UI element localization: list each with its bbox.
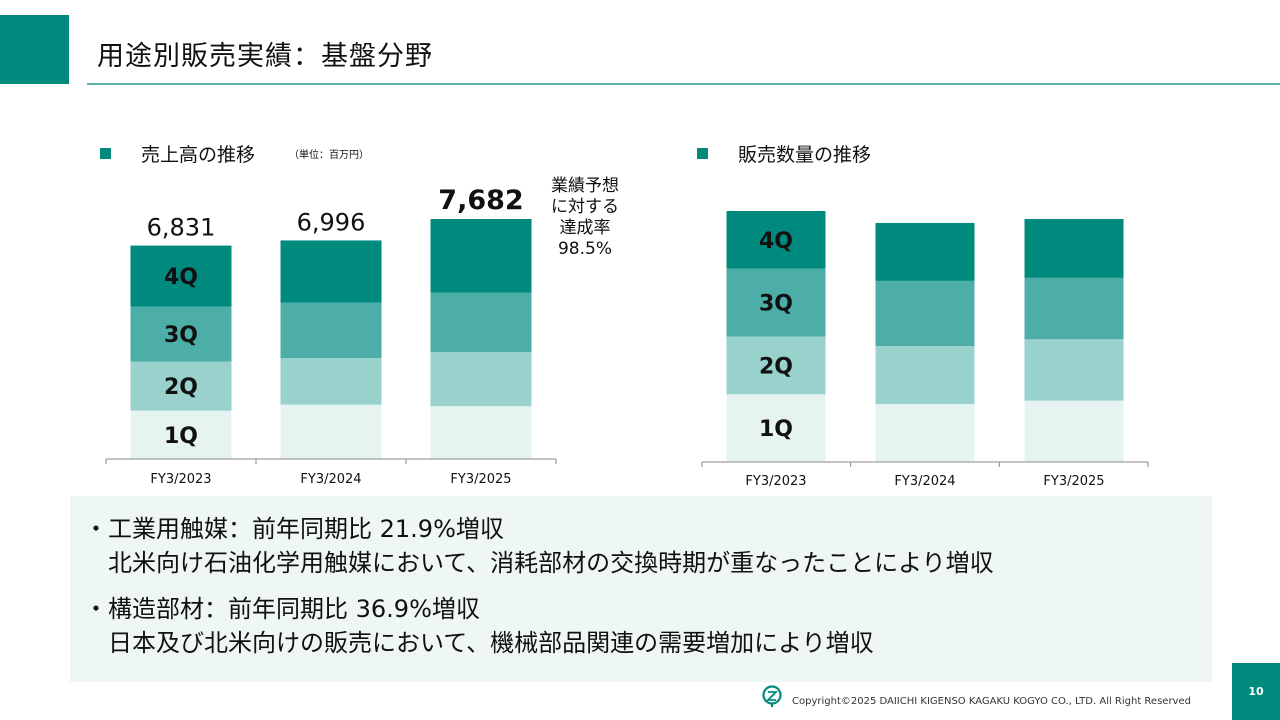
note-detail: 日本及び北米向けの販売において、機械部品関連の需要増加により増収 — [108, 629, 874, 657]
bar-segment — [875, 346, 975, 405]
sales-heading-text: 売上高の推移 — [141, 144, 256, 166]
bar-segment — [1024, 339, 1124, 401]
square-bullet-icon — [697, 148, 708, 159]
title-divider — [87, 83, 1280, 85]
segment-label: 4Q — [759, 229, 793, 254]
page-title: 用途別販売実績：基盤分野 — [97, 41, 433, 72]
segment-label: 1Q — [759, 417, 793, 442]
note-item: ・工業用触媒：前年同期比 21.9%増収 北米向け石油化学用触媒において、消耗部… — [84, 512, 994, 580]
square-bullet-icon — [100, 148, 111, 159]
forecast-line: 達成率 — [559, 218, 611, 238]
sales-section-heading: 売上高の推移 （単位：百万円） — [100, 140, 369, 167]
bar-segment — [280, 404, 382, 459]
bar-segment — [726, 268, 826, 337]
bar-segment — [726, 336, 826, 395]
bar-segment — [280, 240, 382, 303]
bar-segment — [875, 404, 975, 462]
bar-segment — [130, 361, 232, 411]
page-number: 10 — [1232, 663, 1280, 720]
bar-segment — [130, 410, 232, 459]
bar-segment — [1024, 277, 1124, 340]
note-title: ・構造部材：前年同期比 36.9%増収 — [84, 595, 480, 623]
bar-total-label: 7,682 — [438, 185, 523, 216]
segment-label: 2Q — [164, 375, 198, 400]
forecast-rate: 98.5% — [557, 239, 612, 259]
segment-label: 3Q — [759, 292, 793, 317]
volume-chart: 1Q 2Q 3Q 4Q FY3/2023 FY3/2024 FY3/2025 — [701, 211, 1149, 489]
x-tick-label: FY3/2023 — [745, 474, 806, 489]
bar-segment — [130, 245, 232, 307]
bar-segment — [875, 280, 975, 347]
segment-label: 1Q — [164, 424, 198, 449]
x-tick-label: FY3/2025 — [1043, 474, 1104, 489]
bar-segment — [1024, 400, 1124, 462]
bar-segment — [430, 406, 532, 459]
commentary-box: ・工業用触媒：前年同期比 21.9%増収 北米向け石油化学用触媒において、消耗部… — [70, 496, 1212, 682]
bar-segment — [875, 222, 975, 281]
bar-segment — [430, 352, 532, 407]
note-detail: 北米向け石油化学用触媒において、消耗部材の交換時期が重なったことにより増収 — [108, 549, 994, 577]
bar-segment — [726, 394, 826, 462]
sales-chart: 1Q 2Q 3Q 4Q 6,831 6,996 7,682 FY3/2023 FY3/2024 F… — [105, 185, 557, 487]
forecast-achievement-note: 業績予想 に対する 達成率 98.5% — [540, 176, 630, 260]
bar-segment — [726, 211, 826, 269]
copyright-text: Copyright©2025 DAIICHI KIGENSO KAGAKU KO… — [792, 696, 1191, 707]
volume-heading-text: 販売数量の推移 — [738, 144, 872, 166]
note-title: ・工業用触媒：前年同期比 21.9%増収 — [84, 515, 504, 543]
segment-label: 3Q — [164, 323, 198, 348]
forecast-line: 業績予想 — [551, 176, 619, 196]
bar-segment — [430, 292, 532, 353]
bar-segment — [280, 358, 382, 405]
note-item: ・構造部材：前年同期比 36.9%増収 日本及び北米向けの販売において、機械部品… — [84, 592, 874, 660]
bar-segment — [280, 302, 382, 359]
company-logo-icon — [762, 685, 782, 707]
bar-segment — [1024, 218, 1124, 278]
bar-segment — [430, 219, 532, 293]
volume-section-heading: 販売数量の推移 — [697, 140, 871, 167]
segment-label: 4Q — [164, 265, 198, 290]
x-tick-label: FY3/2024 — [894, 474, 955, 489]
unit-label: （単位：百万円） — [289, 150, 370, 161]
title-accent-block — [0, 15, 69, 84]
bar-total-label: 6,996 — [297, 208, 366, 236]
bar-segment — [130, 306, 232, 362]
bar-total-label: 6,831 — [147, 214, 216, 242]
segment-label: 2Q — [759, 354, 793, 379]
forecast-line: に対する — [551, 197, 619, 217]
x-tick-label: FY3/2025 — [450, 472, 511, 487]
x-tick-label: FY3/2024 — [300, 472, 361, 487]
x-tick-label: FY3/2023 — [150, 472, 211, 487]
